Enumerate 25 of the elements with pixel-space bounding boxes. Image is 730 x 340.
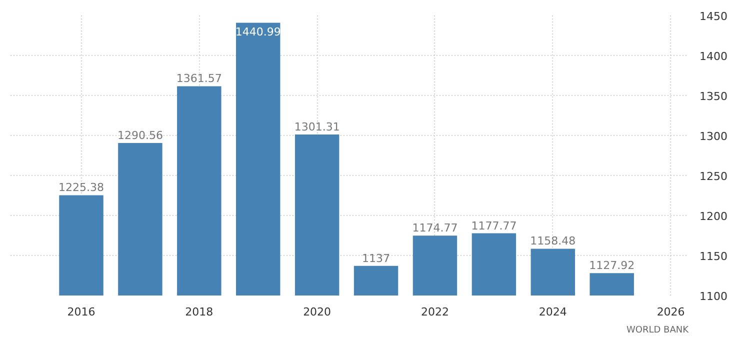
data-label: 1158.48 [530, 234, 576, 248]
x-tick-label: 2024 [538, 306, 567, 318]
data-label: 1177.77 [471, 219, 517, 232]
data-label: 1127.92 [589, 259, 635, 272]
x-tick-label: 2022 [420, 306, 449, 318]
y-tick-label: 1150 [700, 250, 728, 263]
x-tick-label: 2026 [656, 306, 685, 318]
y-tick-label: 1200 [700, 210, 728, 223]
y-tick-label: 1250 [700, 170, 728, 183]
x-tick-label: 2020 [303, 306, 332, 318]
data-label: 1290.56 [117, 129, 163, 142]
x-tick-label: 2016 [67, 306, 96, 318]
y-tick-label: 1100 [700, 290, 728, 303]
data-label: 1174.77 [412, 222, 458, 235]
y-tick-label: 1400 [700, 50, 728, 63]
x-tick-label: 2018 [185, 306, 214, 318]
data-label: 1137 [362, 252, 390, 265]
text: WORLD BANK [626, 326, 690, 336]
y-tick-label: 1350 [700, 90, 728, 103]
data-label: 1440.99 [235, 26, 281, 39]
data-label: 1361.57 [176, 72, 222, 86]
y-tick-label: 1300 [700, 130, 728, 143]
y-tick-label: 1450 [700, 10, 728, 23]
data-label: 1301.31 [294, 120, 340, 134]
data-label: 1225.38 [58, 181, 104, 194]
